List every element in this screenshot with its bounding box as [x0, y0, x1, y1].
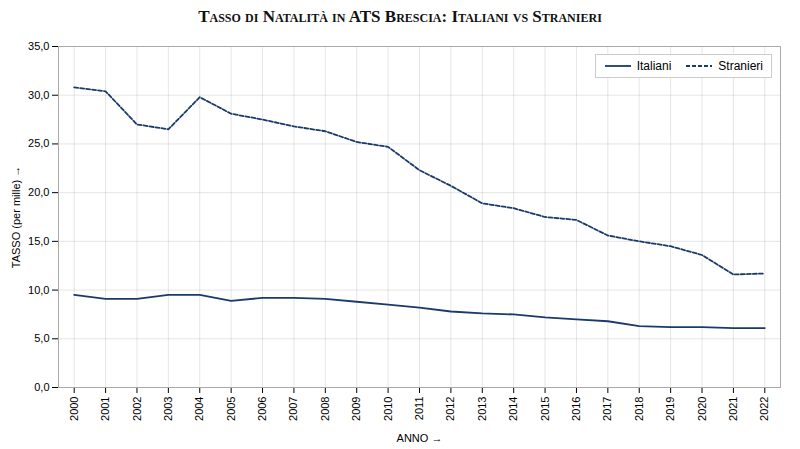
svg-text:2011: 2011 — [413, 397, 425, 421]
svg-text:2004: 2004 — [193, 397, 205, 421]
svg-text:25,0: 25,0 — [28, 137, 49, 149]
svg-text:20,0: 20,0 — [28, 186, 49, 198]
svg-text:TASSO (per mille) →: TASSO (per mille) → — [10, 166, 22, 268]
html-text:Tasso di Natalità in ATS Bresc: Tasso di Natalità in ATS Brescia: Italia… — [198, 7, 602, 26]
svg-text:2005: 2005 — [225, 397, 237, 421]
svg-text:2008: 2008 — [319, 397, 331, 421]
svg-text:35,0: 35,0 — [28, 40, 49, 52]
svg-text:2006: 2006 — [256, 397, 268, 421]
svg-text:2020: 2020 — [696, 397, 708, 421]
svg-text:2001: 2001 — [99, 397, 111, 421]
svg-text:2017: 2017 — [601, 397, 613, 421]
svg-text:2021: 2021 — [727, 397, 739, 421]
html-text:Stranieri: Stranieri — [718, 59, 763, 73]
svg-text:2018: 2018 — [633, 397, 645, 421]
svg-text:2010: 2010 — [382, 397, 394, 421]
html-text:Italiani: Italiani — [636, 59, 672, 73]
svg-text:0,0: 0,0 — [34, 381, 49, 393]
svg-text:10,0: 10,0 — [28, 284, 49, 296]
svg-text:2013: 2013 — [476, 397, 488, 421]
svg-text:2014: 2014 — [507, 397, 519, 421]
svg-text:2003: 2003 — [162, 397, 174, 421]
svg-text:ANNO →: ANNO → — [397, 432, 443, 444]
svg-text:2000: 2000 — [68, 397, 80, 421]
svg-text:2009: 2009 — [350, 397, 362, 421]
svg-text:2015: 2015 — [539, 397, 551, 421]
svg-text:2002: 2002 — [130, 397, 142, 421]
svg-text:5,0: 5,0 — [34, 332, 49, 344]
svg-text:2016: 2016 — [570, 397, 582, 421]
svg-text:2022: 2022 — [758, 397, 770, 421]
svg-text:15,0: 15,0 — [28, 235, 49, 247]
svg-text:2019: 2019 — [664, 397, 676, 421]
svg-text:2007: 2007 — [287, 397, 299, 421]
svg-text:2012: 2012 — [444, 397, 456, 421]
svg-text:30,0: 30,0 — [28, 89, 49, 101]
